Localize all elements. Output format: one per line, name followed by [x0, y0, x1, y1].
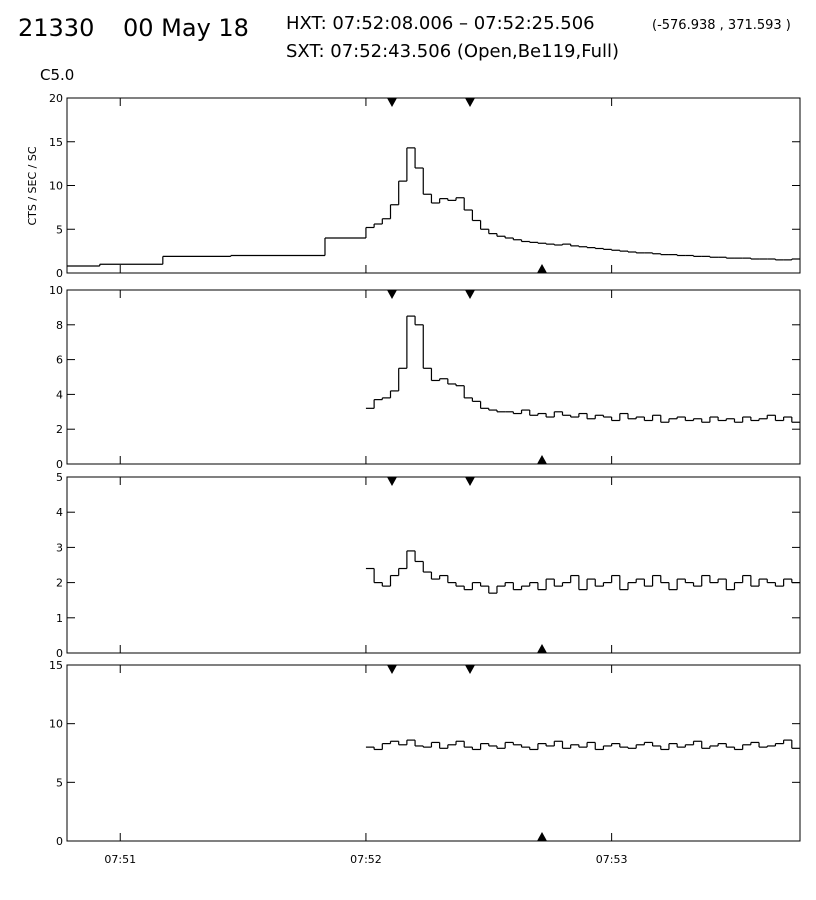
y-tick-label: 20 — [49, 92, 63, 105]
time-marker — [387, 477, 397, 486]
time-marker — [465, 477, 475, 486]
goes-class: C5.0 — [40, 66, 74, 84]
y-tick-label: 10 — [49, 718, 63, 731]
y-tick-label: 10 — [49, 284, 63, 297]
sxt-time: SXT: 07:52:43.506 (Open,Be119,Full) — [286, 41, 619, 62]
y-tick-label: 2 — [56, 423, 63, 436]
y-tick-label: 8 — [56, 319, 63, 332]
date: 00 May 18 — [123, 14, 249, 42]
time-marker — [387, 98, 397, 107]
step-riser — [373, 550, 793, 594]
plot-frame — [66, 476, 801, 654]
y-tick-label: 4 — [56, 506, 63, 519]
time-marker — [465, 665, 475, 674]
x-tick-label: 07:52 — [350, 853, 382, 866]
y-tick-label: 5 — [56, 471, 63, 484]
hxt-time: HXT: 07:52:08.006 – 07:52:25.506 — [286, 13, 595, 34]
orbit: 21330 — [18, 14, 94, 42]
x-tick-label: 07:51 — [104, 853, 136, 866]
time-marker — [537, 644, 547, 653]
y-tick-label: 4 — [56, 388, 63, 401]
y-tick-label: 15 — [49, 659, 63, 672]
y-tick-label: 1 — [56, 612, 63, 625]
y-tick-label: 5 — [56, 776, 63, 789]
plot-frame — [66, 289, 801, 465]
y-tick-label: 6 — [56, 354, 63, 367]
plot-frame — [66, 664, 801, 842]
coords: (-576.938 , 371.593 ) — [652, 18, 791, 33]
time-marker — [537, 264, 547, 273]
y-tick-label: 0 — [56, 458, 63, 471]
y-tick-label: 10 — [49, 180, 63, 193]
time-marker — [387, 665, 397, 674]
step-riser — [373, 316, 793, 423]
y-tick-label: 3 — [56, 541, 63, 554]
time-marker — [387, 290, 397, 299]
y-tick-label: 15 — [49, 136, 63, 149]
time-marker — [465, 98, 475, 107]
y-tick-label: 0 — [56, 647, 63, 660]
time-marker — [465, 290, 475, 299]
y-tick-label: 5 — [56, 223, 63, 236]
y-axis-label: CTS / SEC / SC — [26, 146, 39, 225]
y-tick-label: 2 — [56, 577, 63, 590]
y-tick-label: 0 — [56, 267, 63, 280]
step-riser — [373, 740, 793, 750]
x-tick-label: 07:53 — [596, 853, 628, 866]
time-marker — [537, 832, 547, 841]
y-tick-label: 0 — [56, 835, 63, 848]
time-marker — [537, 455, 547, 464]
